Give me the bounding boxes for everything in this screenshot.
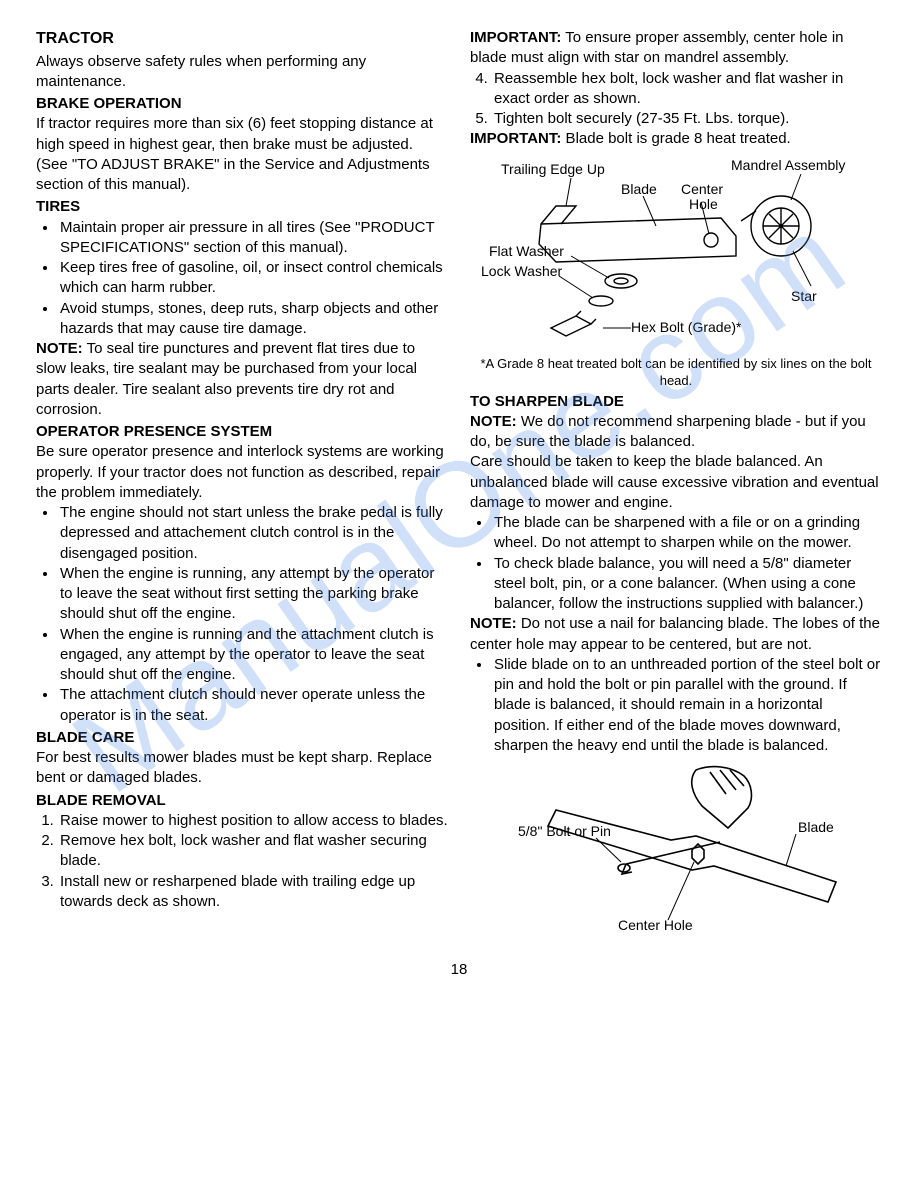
- ops-list: The engine should not start unless the b…: [36, 503, 448, 726]
- list-item: Raise mower to highest position to allow…: [58, 811, 448, 831]
- note-body: Do not use a nail for balancing blade. T…: [470, 615, 880, 652]
- sharpen-body: Care should be taken to keep the blade b…: [470, 452, 882, 513]
- label-bolt: 5/8" Bolt or Pin: [518, 823, 611, 839]
- list-item: Keep tires free of gasoline, oil, or ins…: [58, 258, 448, 299]
- important-body: Blade bolt is grade 8 heat treated.: [561, 130, 790, 147]
- label-blade2: Blade: [798, 819, 834, 835]
- label-star: Star: [791, 288, 817, 304]
- heading-ops: OPERATOR PRESENCE SYSTEM: [36, 422, 448, 442]
- heading-sharpen: TO SHARPEN BLADE: [470, 392, 882, 412]
- tires-note: NOTE: To seal tire punctures and prevent…: [36, 339, 448, 420]
- heading-tractor: TRACTOR: [36, 28, 448, 50]
- tractor-intro: Always observe safety rules when perform…: [36, 52, 448, 93]
- label-hex: Hex Bolt (Grade)*: [631, 319, 742, 335]
- removal-list: Raise mower to highest position to allow…: [36, 811, 448, 912]
- heading-bladeremoval: BLADE REMOVAL: [36, 791, 448, 811]
- label-mandrel: Mandrel Assembly: [731, 157, 845, 173]
- two-column-layout: TRACTOR Always observe safety rules when…: [36, 28, 882, 936]
- tires-list: Maintain proper air pressure in all tire…: [36, 218, 448, 340]
- heading-tires: TIRES: [36, 197, 448, 217]
- important-label: IMPORTANT:: [470, 130, 561, 147]
- right-column: IMPORTANT: To ensure proper assembly, ce…: [470, 28, 882, 936]
- important-2: IMPORTANT: Blade bolt is grade 8 heat tr…: [470, 129, 882, 149]
- diagram-svg: 5/8" Bolt or Pin Blade Center Hole: [496, 762, 856, 932]
- ops-intro: Be sure operator presence and interlock …: [36, 442, 448, 503]
- note-label: NOTE:: [470, 413, 517, 430]
- list-item: Avoid stumps, stones, deep ruts, sharp o…: [58, 299, 448, 340]
- sharpen-note2: NOTE: Do not use a nail for balancing bl…: [470, 614, 882, 655]
- note-body: We do not recommend sharpening blade - b…: [470, 413, 866, 450]
- label-flat: Flat Washer: [489, 243, 564, 259]
- important-1: IMPORTANT: To ensure proper assembly, ce…: [470, 28, 882, 69]
- diagram1-footnote: *A Grade 8 heat treated bolt can be iden…: [470, 355, 882, 390]
- heading-brake: BRAKE OPERATION: [36, 94, 448, 114]
- note-label: NOTE:: [470, 615, 517, 632]
- sharpen-list2: Slide blade on to an unthreaded portion …: [470, 655, 882, 756]
- label-center2: Center Hole: [618, 917, 693, 932]
- list-item: When the engine is running, any attempt …: [58, 564, 448, 625]
- list-item: To check blade balance, you will need a …: [492, 554, 882, 615]
- heading-bladecare: BLADE CARE: [36, 728, 448, 748]
- label-center: Center: [681, 181, 723, 197]
- blade-balance-diagram: 5/8" Bolt or Pin Blade Center Hole: [470, 762, 882, 932]
- list-item: Slide blade on to an unthreaded portion …: [492, 655, 882, 756]
- diagram-svg: Trailing Edge Up Blade Center Hole Mandr…: [481, 156, 871, 351]
- list-item: The blade can be sharpened with a file o…: [492, 513, 882, 554]
- list-item: The engine should not start unless the b…: [58, 503, 448, 564]
- label-blade: Blade: [621, 181, 657, 197]
- list-item: Install new or resharpened blade with tr…: [58, 872, 448, 913]
- important-label: IMPORTANT:: [470, 29, 561, 46]
- sharpen-note: NOTE: We do not recommend sharpening bla…: [470, 412, 882, 453]
- list-item: Remove hex bolt, lock washer and flat wa…: [58, 831, 448, 872]
- blade-assembly-diagram: Trailing Edge Up Blade Center Hole Mandr…: [470, 156, 882, 351]
- page-number: 18: [36, 960, 882, 980]
- list-item: Maintain proper air pressure in all tire…: [58, 218, 448, 259]
- bladecare-body: For best results mower blades must be ke…: [36, 748, 448, 789]
- label-hole: Hole: [689, 196, 718, 212]
- list-item: Reassemble hex bolt, lock washer and fla…: [492, 69, 882, 110]
- label-lock: Lock Washer: [481, 263, 563, 279]
- list-item: When the engine is running and the attac…: [58, 625, 448, 686]
- list-item: The attachment clutch should never opera…: [58, 685, 448, 726]
- left-column: TRACTOR Always observe safety rules when…: [36, 28, 448, 936]
- sharpen-list: The blade can be sharpened with a file o…: [470, 513, 882, 614]
- label-trailing: Trailing Edge Up: [501, 161, 605, 177]
- brake-body: If tractor requires more than six (6) fe…: [36, 114, 448, 195]
- list-item: Tighten bolt securely (27-35 Ft. Lbs. to…: [492, 109, 882, 129]
- steps-continued: Reassemble hex bolt, lock washer and fla…: [470, 69, 882, 130]
- note-label: NOTE:: [36, 340, 83, 357]
- note-body: To seal tire punctures and prevent flat …: [36, 340, 417, 418]
